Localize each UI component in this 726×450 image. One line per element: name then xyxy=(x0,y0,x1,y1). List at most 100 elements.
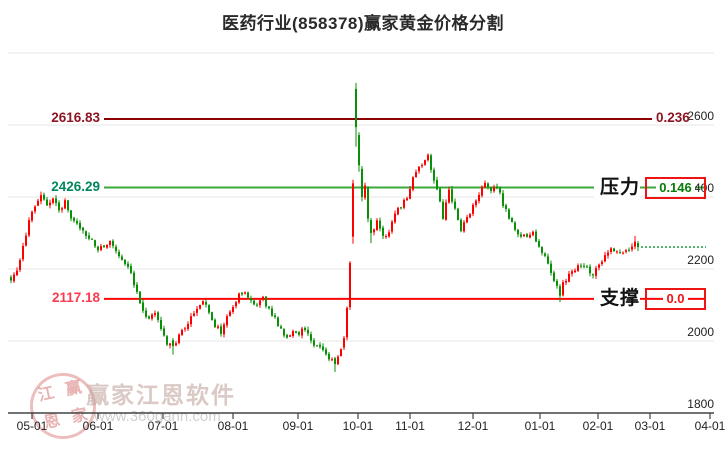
candle xyxy=(502,190,504,209)
candle xyxy=(52,197,54,205)
candle xyxy=(433,167,435,184)
candle xyxy=(310,331,312,344)
candle xyxy=(373,228,375,236)
candle xyxy=(379,217,381,232)
candle xyxy=(601,259,603,267)
candle xyxy=(67,199,69,213)
candle xyxy=(352,179,354,244)
candle xyxy=(121,254,123,261)
candle xyxy=(469,213,471,219)
candle xyxy=(466,214,468,224)
candle xyxy=(184,326,186,332)
candle xyxy=(124,259,126,266)
candle xyxy=(193,310,195,317)
candle xyxy=(415,169,417,178)
candle xyxy=(493,184,495,193)
candle xyxy=(448,186,450,204)
candle xyxy=(247,291,249,300)
candle xyxy=(88,232,90,241)
candle xyxy=(304,326,306,332)
candle xyxy=(136,281,138,294)
candle xyxy=(520,231,522,239)
candle xyxy=(103,244,105,249)
candle xyxy=(610,247,612,255)
candle xyxy=(457,207,459,221)
candle xyxy=(460,218,462,233)
candle xyxy=(355,82,357,147)
candle xyxy=(187,321,189,331)
candle xyxy=(202,300,204,306)
candle xyxy=(538,239,540,248)
candle xyxy=(406,196,408,201)
candle xyxy=(154,310,156,318)
candle xyxy=(529,232,531,239)
candle xyxy=(631,243,633,252)
candle xyxy=(589,264,591,277)
candle xyxy=(361,166,363,202)
candle xyxy=(91,238,93,241)
candle xyxy=(64,198,66,210)
candle xyxy=(619,249,621,254)
candle xyxy=(343,335,345,350)
candle xyxy=(418,165,420,174)
candle xyxy=(340,348,342,357)
candle xyxy=(100,243,102,252)
candle xyxy=(208,304,210,315)
candle xyxy=(85,230,87,239)
candle xyxy=(622,251,624,255)
candle xyxy=(142,299,144,314)
candle xyxy=(268,305,270,310)
watermark-brand-text: 赢家江恩软件 xyxy=(86,382,236,408)
candle xyxy=(562,279,564,297)
candle xyxy=(427,153,429,162)
candle xyxy=(334,356,336,372)
candle xyxy=(13,272,15,283)
candle xyxy=(367,186,369,223)
candle xyxy=(220,323,222,337)
candle xyxy=(322,343,324,352)
candle xyxy=(463,220,465,233)
candle xyxy=(436,176,438,191)
candle xyxy=(169,342,171,349)
candle xyxy=(19,258,21,273)
candle xyxy=(547,253,549,265)
candle xyxy=(226,314,228,328)
candle xyxy=(385,234,387,239)
candle xyxy=(61,206,63,213)
candle xyxy=(175,341,177,347)
candle xyxy=(496,183,498,190)
candle xyxy=(523,233,525,238)
candle xyxy=(328,351,330,362)
candle xyxy=(130,263,132,275)
candle xyxy=(568,271,570,283)
candle xyxy=(541,246,543,256)
candles xyxy=(10,82,639,372)
watermark-url-text: www.360gann.com xyxy=(94,408,221,425)
candle xyxy=(571,269,573,277)
candle xyxy=(283,328,285,338)
candle xyxy=(181,328,183,336)
candle xyxy=(505,203,507,212)
candle xyxy=(532,230,534,237)
candle xyxy=(31,210,33,223)
candle xyxy=(295,330,297,334)
candle xyxy=(292,329,294,338)
candle xyxy=(580,263,582,269)
chart-title: 医药行业(858378)赢家黄金价格分割 xyxy=(221,14,505,33)
candle xyxy=(445,199,447,221)
candle xyxy=(163,325,165,337)
candle xyxy=(70,209,72,222)
candle xyxy=(553,270,555,283)
candle xyxy=(316,344,318,347)
candle xyxy=(223,322,225,338)
candle xyxy=(454,198,456,211)
candle xyxy=(73,216,75,223)
candle xyxy=(412,176,414,192)
candle xyxy=(535,229,537,243)
candle xyxy=(118,249,120,259)
candle xyxy=(34,205,36,214)
candle xyxy=(232,304,234,314)
candle xyxy=(46,196,48,207)
candle xyxy=(439,186,441,203)
candle xyxy=(205,299,207,308)
